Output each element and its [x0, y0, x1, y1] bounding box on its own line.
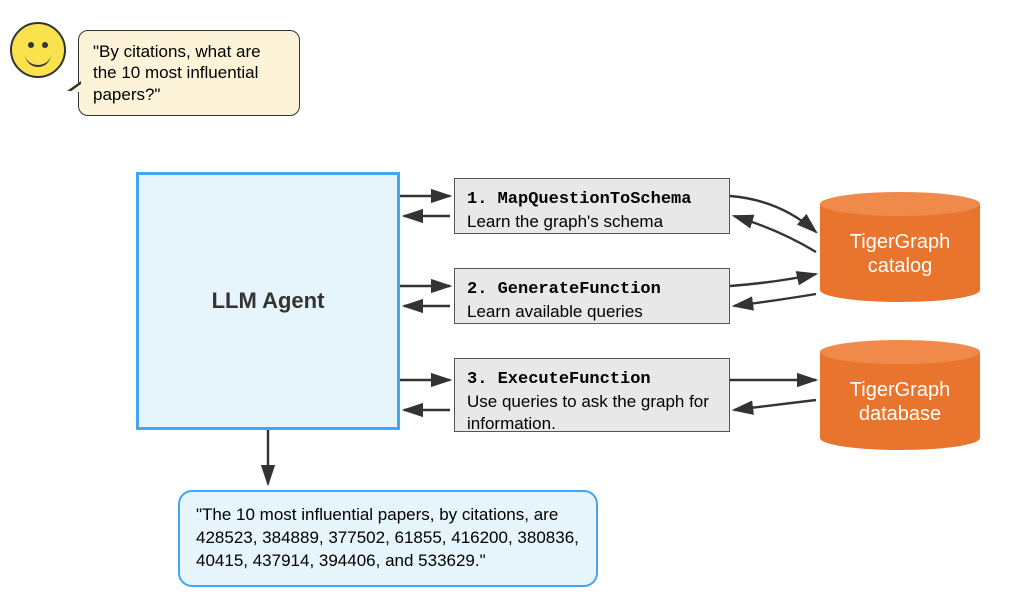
user-smiley-icon	[10, 22, 66, 78]
function-box-3: 3. ExecuteFunction Use queries to ask th…	[454, 358, 730, 432]
answer-bubble: "The 10 most influential papers, by cita…	[178, 490, 598, 587]
cylinder-database: TigerGraph database	[820, 340, 980, 450]
function-box-1: 1. MapQuestionToSchema Learn the graph's…	[454, 178, 730, 234]
question-bubble: "By citations, what are the 10 most infl…	[78, 30, 300, 116]
function-box-2: 2. GenerateFunction Learn available quer…	[454, 268, 730, 324]
cylinder-catalog: TigerGraph catalog	[820, 192, 980, 302]
llm-agent-box: LLM Agent	[136, 172, 400, 430]
question-text: "By citations, what are the 10 most infl…	[93, 42, 261, 104]
llm-agent-label: LLM Agent	[212, 288, 325, 314]
answer-text: "The 10 most influential papers, by cita…	[196, 505, 579, 570]
